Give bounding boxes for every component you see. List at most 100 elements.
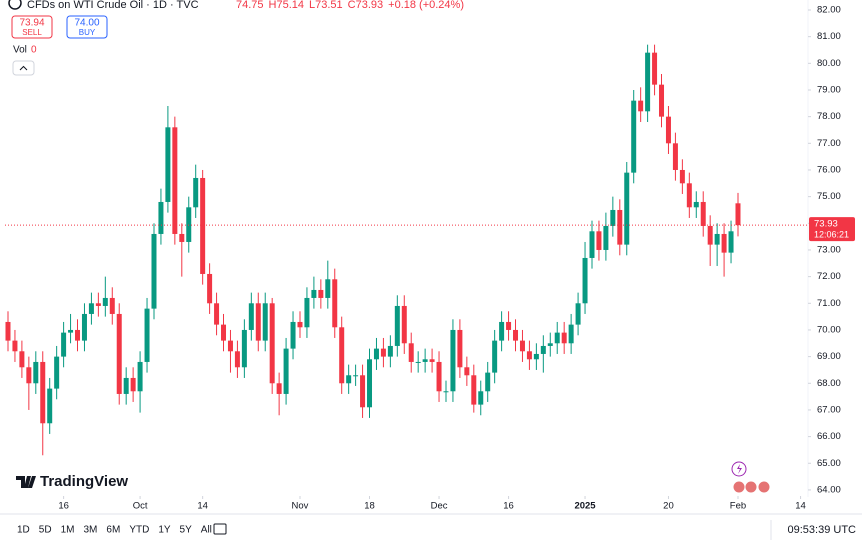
flag-icon[interactable] <box>757 480 771 494</box>
candle-body <box>575 303 581 325</box>
x-tick-label: 14 <box>197 501 208 512</box>
candle-body <box>526 351 532 360</box>
candle-body <box>617 209 623 245</box>
candle-body <box>492 340 498 373</box>
candle-body <box>506 321 512 330</box>
candle-body <box>102 297 108 306</box>
volume-label: Vol <box>13 45 27 56</box>
ohlc-value: L73.51 <box>309 0 343 11</box>
candle-body <box>589 231 595 258</box>
candle-body <box>645 52 651 112</box>
candle-body <box>686 183 692 208</box>
candle-body <box>610 209 616 226</box>
candle-body <box>401 305 407 344</box>
candle-body <box>450 329 456 392</box>
candle-body <box>721 233 727 253</box>
candle-body <box>221 324 227 341</box>
ohlc-value: +0.18 (+0.24%) <box>388 0 464 11</box>
candle-body <box>68 329 74 333</box>
clock: 09:53:39 UTC <box>788 524 857 536</box>
y-tick-label: 70.00 <box>817 324 841 335</box>
symbol-title[interactable]: CFDs on WTI Crude Oil · 1D · TVC <box>27 0 199 11</box>
x-tick-label: Nov <box>292 501 309 512</box>
timeframe-button[interactable]: All <box>201 525 212 536</box>
candle-body <box>75 329 81 341</box>
y-tick-label: 77.00 <box>817 138 841 149</box>
logo-text[interactable]: TradingView <box>40 473 128 490</box>
candle-body <box>373 348 379 360</box>
candle-body <box>214 303 220 325</box>
candle-body <box>422 359 428 362</box>
candle-body <box>325 279 331 298</box>
candle-body <box>137 361 143 392</box>
y-tick-label: 75.00 <box>817 191 841 202</box>
buy-button[interactable] <box>66 15 108 39</box>
candle-body <box>61 332 67 357</box>
ohlc-value: H75.14 <box>269 0 304 11</box>
candle-body <box>158 201 164 234</box>
candle-body <box>360 375 366 408</box>
date-range-icon[interactable] <box>213 523 227 535</box>
candle-body <box>241 329 247 368</box>
candle-body <box>485 372 491 392</box>
y-tick-label: 79.00 <box>817 85 841 96</box>
candle-body <box>547 343 553 346</box>
candle-body <box>297 321 303 328</box>
ohlc-value: 74.75 <box>236 0 264 11</box>
candle-body <box>429 359 435 362</box>
last-price-tag <box>809 217 855 242</box>
x-tick-label: 2025 <box>574 501 596 512</box>
x-tick-label: 16 <box>503 501 514 512</box>
candle-body <box>318 289 324 298</box>
y-tick-label: 69.00 <box>817 351 841 362</box>
candle-body <box>290 321 296 349</box>
timeframe-button[interactable]: 1Y <box>158 525 171 536</box>
timeframe-button[interactable]: 1D <box>17 525 30 536</box>
y-tick-label: 71.00 <box>817 298 841 309</box>
candle-body <box>26 367 32 384</box>
timeframe-button[interactable]: 5D <box>39 525 52 536</box>
candle-body <box>353 375 359 377</box>
y-tick-label: 65.00 <box>817 458 841 469</box>
sell-button[interactable] <box>11 15 53 39</box>
candle-body <box>638 100 644 112</box>
candle-body <box>165 127 171 202</box>
candle-body <box>693 201 699 208</box>
event-icon-glyph <box>737 464 742 474</box>
flag-icon[interactable] <box>732 480 746 494</box>
timeframe-button[interactable]: 1M <box>61 525 75 536</box>
candle-body <box>19 351 25 368</box>
candle-body <box>728 231 734 253</box>
candle-body <box>478 391 484 405</box>
candle-body <box>672 143 678 170</box>
candle-body <box>679 169 685 184</box>
timeframe-button[interactable]: 3M <box>84 525 98 536</box>
candle-body <box>227 340 233 352</box>
timeframe-button[interactable]: 6M <box>106 525 120 536</box>
y-tick-label: 64.00 <box>817 484 841 495</box>
candle-body <box>665 116 671 144</box>
y-tick-label: 76.00 <box>817 164 841 175</box>
candle-body <box>81 313 87 341</box>
timeframe-button[interactable]: YTD <box>129 525 149 536</box>
y-tick-label: 73.00 <box>817 244 841 255</box>
candle-body <box>513 329 519 341</box>
last-price-label: 73.93 <box>814 219 838 230</box>
logo-mark <box>16 476 36 488</box>
timeframe-button[interactable]: 5Y <box>180 525 193 536</box>
collapse-button[interactable] <box>12 60 35 76</box>
y-tick-label: 68.00 <box>817 378 841 389</box>
y-tick-label: 82.00 <box>817 5 841 16</box>
candle-body <box>367 359 373 408</box>
candle-body <box>172 127 178 234</box>
candle-body <box>464 367 470 376</box>
candle-body <box>408 343 414 362</box>
candle-body <box>193 177 199 208</box>
candle-body <box>248 303 254 330</box>
y-tick-label: 80.00 <box>817 58 841 69</box>
candle-body <box>269 303 275 384</box>
candle-body <box>540 345 546 354</box>
candle-body <box>346 375 352 384</box>
plot: 64.00 65.00 66.00 67.00 68.00 69.00 70.00 71.00… <box>5 0 855 512</box>
flag-icon[interactable] <box>744 480 758 494</box>
